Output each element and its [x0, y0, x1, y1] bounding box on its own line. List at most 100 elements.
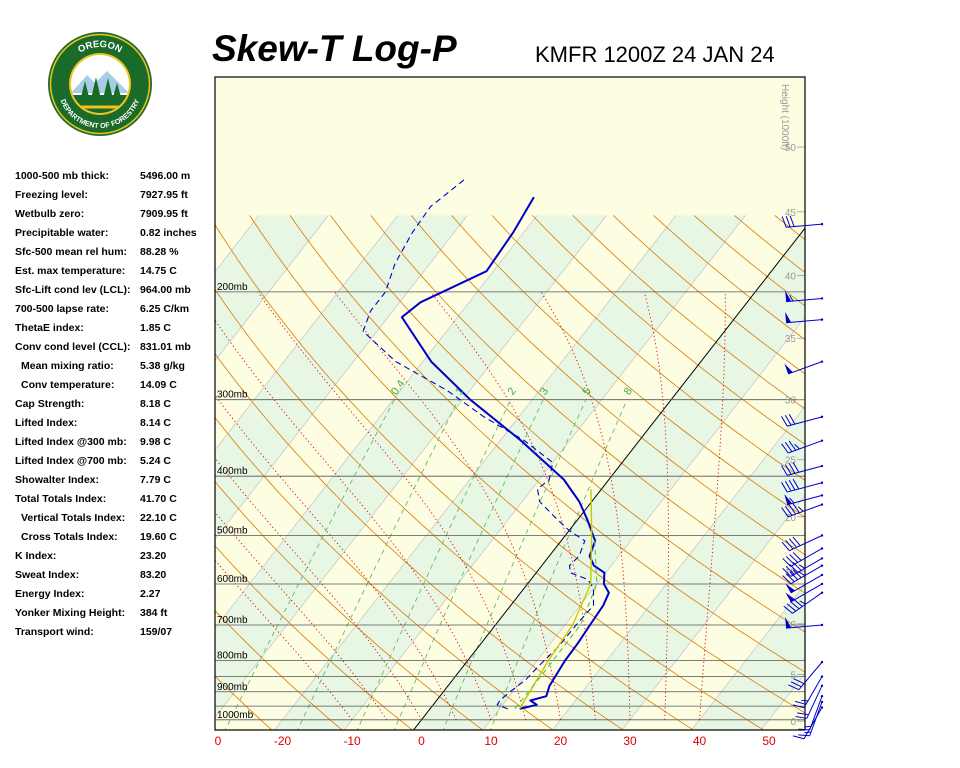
index-label: Conv temperature:	[21, 379, 115, 391]
wind-barb-feather	[783, 605, 793, 614]
wind-barb	[785, 582, 824, 603]
dewpoint-profile	[362, 176, 595, 710]
index-value: 22.10 C	[140, 512, 177, 524]
wind-barb-staff	[786, 223, 823, 228]
wind-barb-pennant	[785, 617, 792, 629]
wind-barb-staff	[787, 465, 823, 476]
logo-top-text: OREGON	[76, 39, 124, 56]
wind-barb-staff	[786, 624, 823, 629]
index-row: Vertical Totals Index: 22.10 C	[15, 509, 215, 528]
isobar-label: 800mb	[217, 650, 248, 661]
wind-barb-half-feather	[804, 731, 812, 734]
index-label: ThetaE index:	[15, 322, 84, 334]
wind-barb-feather	[789, 215, 795, 227]
wind-barb-feather	[782, 568, 792, 577]
index-label: Yonker Mixing Height:	[15, 607, 126, 619]
wind-barb	[785, 311, 824, 324]
wind-barb-feather	[786, 603, 797, 612]
height-tick-label: 45	[785, 208, 797, 219]
wetbulb-profile	[514, 535, 598, 710]
wind-barb-staff	[788, 440, 823, 454]
wind-barb-base	[820, 222, 824, 226]
wind-barb-feather	[792, 735, 805, 740]
wind-barb-pennant	[785, 311, 792, 323]
index-value: 19.60 C	[140, 531, 177, 543]
wind-barb	[782, 557, 824, 577]
isotherm-line	[0, 215, 189, 732]
wind-barb-base	[820, 360, 824, 363]
index-value: 1.85 C	[140, 322, 171, 334]
wind-barb-pennant	[784, 494, 793, 505]
height-tick-label: 30	[785, 396, 797, 407]
wind-barb-feather	[789, 554, 799, 563]
isotherm-line	[215, 215, 329, 362]
wind-barb-base	[820, 675, 824, 678]
index-row: Transport wind: 159/07	[15, 623, 215, 642]
wind-barb	[792, 706, 824, 740]
wind-barb-feather	[797, 712, 809, 716]
wind-barb-pennant	[785, 592, 796, 602]
index-row: Wetbulb zero: 7909.95 ft	[15, 205, 215, 224]
mixing-ratio-line	[393, 399, 544, 730]
index-label: Mean mixing ratio:	[21, 360, 114, 372]
wind-barb-base	[820, 297, 824, 300]
isobar-label: 200mb	[217, 282, 248, 293]
wind-barb-feather	[784, 442, 793, 452]
moist-adiabat-line	[215, 394, 457, 721]
mixing-ratio-label: 8	[622, 386, 635, 398]
wind-barb	[798, 700, 824, 737]
wind-barb-feather	[798, 734, 810, 737]
wind-barb	[782, 564, 824, 585]
index-row: Showalter Index: 7.79 C	[15, 471, 215, 490]
index-value: 14.75 C	[140, 265, 177, 277]
mixing-ratio-label: 5	[581, 386, 594, 398]
moist-adiabat-line	[540, 291, 631, 720]
wind-barb-feather	[781, 507, 789, 518]
wind-barb	[798, 694, 824, 731]
stability-indices-panel: 1000-500 mb thick: 5496.00 m Freezing leve…	[15, 167, 215, 642]
isotherm-line	[482, 316, 805, 730]
index-row: Conv cond level (CCL): 831.01 mb	[15, 338, 215, 357]
index-label: Transport wind:	[15, 626, 94, 638]
wind-barb-feather	[793, 598, 803, 607]
chart-title: Skew-T Log-P	[212, 28, 457, 69]
mixing-ratio-label: 2	[505, 386, 518, 398]
index-value: 159/07	[140, 626, 173, 638]
wind-barb-feather	[781, 541, 790, 552]
wind-barb	[795, 684, 824, 719]
wind-barb	[788, 660, 824, 691]
isobar-label: 500mb	[217, 526, 248, 537]
index-row: Mean mixing ratio: 5.38 g/kg	[15, 357, 215, 376]
wind-barb-staff	[806, 685, 823, 719]
temperature-axis: 0 -20 -10 0 10 20 30 40 50	[215, 734, 776, 748]
isotherm-line	[828, 215, 960, 732]
wind-barb-staff	[787, 482, 823, 493]
mixing-ratio-lines	[224, 399, 628, 730]
isotherm-line	[215, 215, 538, 629]
wind-barb-staff	[803, 707, 823, 739]
temperature-tick-label: 30	[623, 734, 637, 748]
wind-barb-feather	[788, 504, 797, 515]
mixing-ratio-line	[490, 399, 628, 730]
wind-barb-staff	[790, 574, 823, 594]
height-tick-label: 5	[790, 670, 796, 681]
isotherm-line	[215, 215, 607, 718]
index-value: 6.25 C/km	[140, 303, 190, 315]
wind-barb-feather	[792, 478, 800, 490]
moist-adiabat-line	[334, 291, 561, 720]
wind-barb-feather	[795, 716, 807, 719]
wind-barb-base	[820, 706, 824, 709]
wind-barb-feather	[790, 681, 802, 688]
index-value: 8.18 C	[140, 398, 171, 410]
index-row: Lifted Index @300 mb: 9.98 C	[15, 433, 215, 452]
wind-barb-feather	[781, 216, 787, 228]
index-value: 964.00 mb	[140, 284, 191, 296]
isobar-label: 900mb	[217, 682, 248, 693]
mixing-ratio-line	[224, 399, 395, 730]
index-row: Total Totals Index: 41.70 C	[15, 490, 215, 509]
wind-barb-feather	[789, 571, 799, 580]
index-value: 7909.95 ft	[140, 208, 188, 220]
wind-barb-staff	[809, 696, 823, 731]
wind-barb-feather	[782, 558, 792, 567]
isotherm-band	[0, 215, 50, 732]
